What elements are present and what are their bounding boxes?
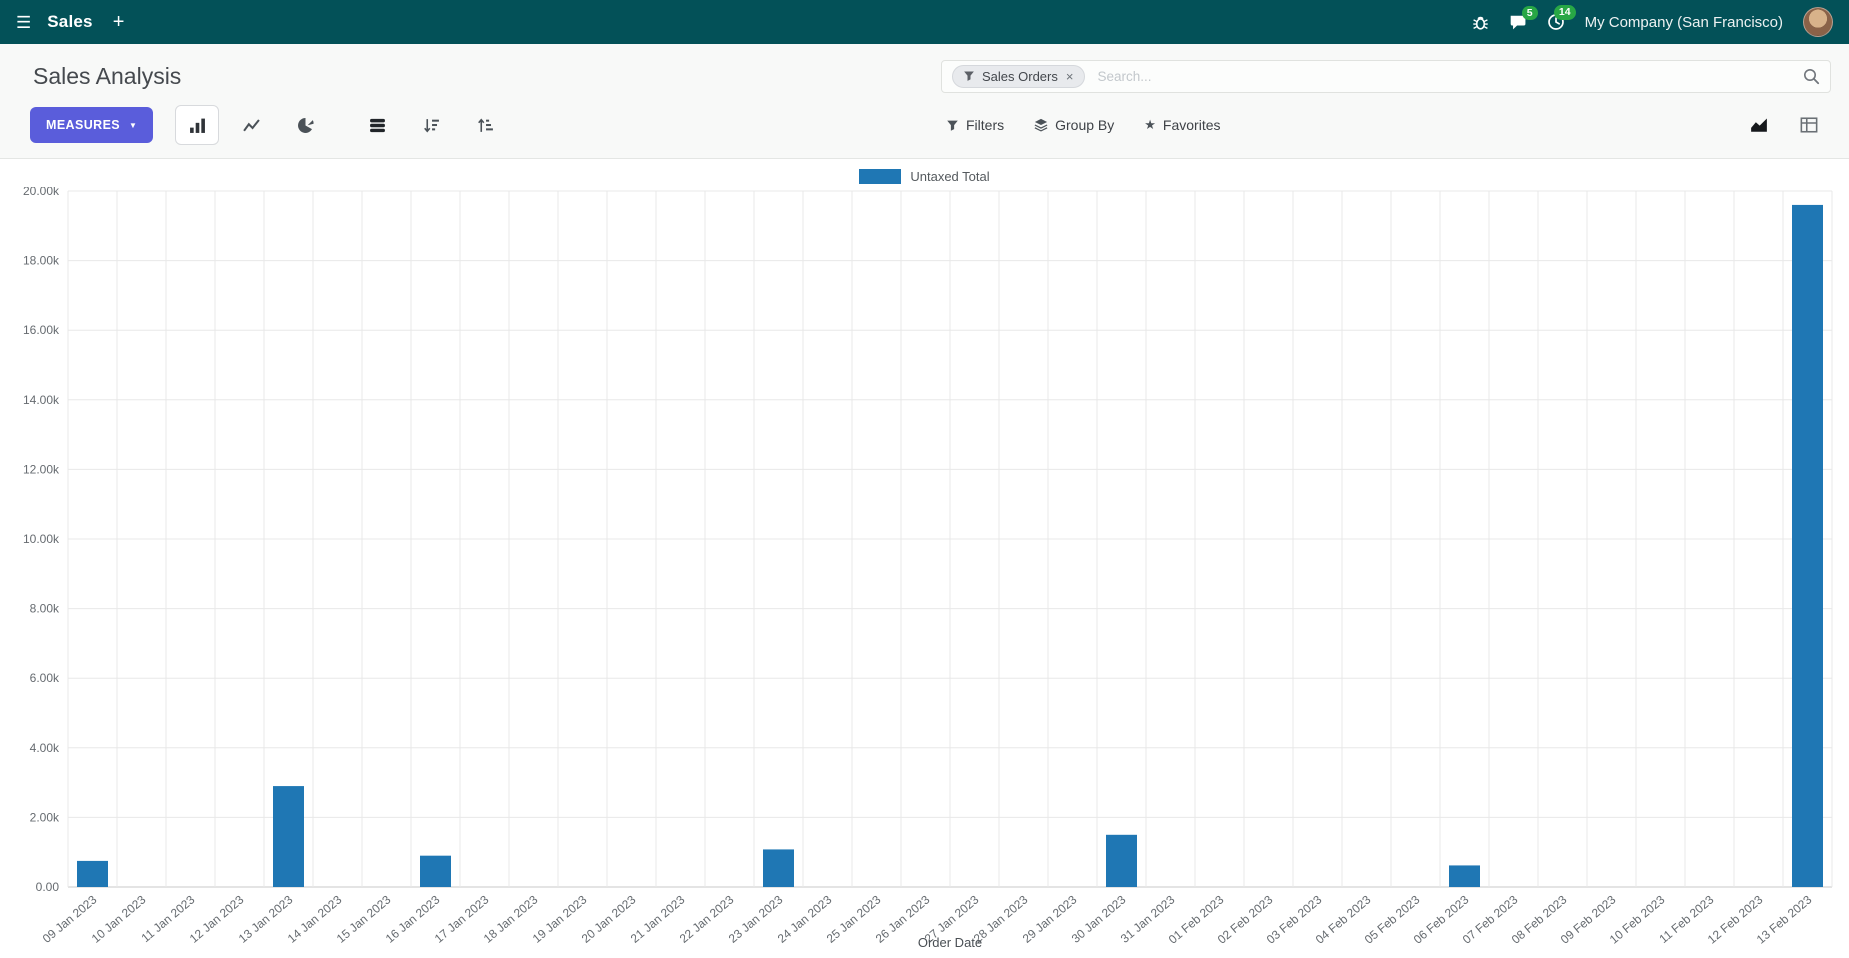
y-tick-label: 10.00k	[23, 532, 60, 546]
page-title: Sales Analysis	[33, 62, 182, 89]
pivot-view-icon	[1800, 117, 1818, 133]
y-tick-label: 14.00k	[23, 393, 60, 407]
pie-chart-icon	[297, 117, 314, 133]
debug-bug-icon[interactable]	[1472, 14, 1489, 31]
sort-ascending-icon	[477, 118, 493, 132]
search-input[interactable]	[1095, 67, 1793, 85]
graph-view-icon	[1751, 118, 1767, 132]
search-bar[interactable]: Sales Orders ×	[941, 59, 1831, 93]
messages-badge: 5	[1521, 5, 1538, 21]
y-tick-label: 6.00k	[30, 671, 60, 685]
apps-menu-icon[interactable]: ☰	[16, 12, 32, 32]
pivot-view-button[interactable]	[1787, 105, 1831, 145]
legend-label: Untaxed Total	[910, 168, 990, 184]
legend-item[interactable]: Untaxed Total	[0, 159, 1849, 187]
chart-bar[interactable]	[763, 849, 794, 887]
sort-ascending-button[interactable]	[463, 105, 507, 145]
chart-bar[interactable]	[1792, 204, 1823, 888]
favorites-button[interactable]: ★ Favorites	[1144, 117, 1221, 133]
facet-filter-icon	[964, 71, 974, 81]
bar-chart-icon	[189, 118, 205, 133]
measures-button[interactable]: MEASURES ▼	[30, 107, 154, 143]
group-by-layers-icon	[1034, 118, 1048, 132]
app-name[interactable]: Sales	[47, 12, 93, 31]
graph-view-button[interactable]	[1737, 105, 1781, 145]
y-tick-label: 12.00k	[23, 462, 60, 476]
chart-bar[interactable]	[420, 855, 451, 887]
y-tick-label: 18.00k	[23, 254, 60, 268]
top-navbar: ☰ Sales + 5 14 My Company (San Francisco…	[0, 0, 1849, 44]
stacked-icon	[369, 118, 385, 132]
x-tick-label: 10 Jan 2023	[89, 892, 149, 945]
sort-descending-button[interactable]	[409, 105, 453, 145]
activities-badge: 14	[1553, 5, 1576, 20]
messages-icon[interactable]: 5	[1509, 5, 1538, 31]
facet-label: Sales Orders	[982, 68, 1058, 84]
new-tab-plus-icon[interactable]: +	[112, 10, 125, 33]
chart-area: Untaxed Total 0.00 2.00k 4.00k 6.00k 8.00k 10…	[0, 159, 1849, 958]
chart-bar[interactable]	[77, 860, 108, 887]
chart-bar[interactable]	[1449, 865, 1480, 887]
star-icon: ★	[1144, 117, 1156, 132]
line-chart-icon	[243, 118, 260, 131]
control-panel: Sales Analysis Sales Orders × MEASURES ▼	[0, 44, 1849, 159]
search-icon[interactable]	[1803, 68, 1820, 85]
activities-clock-icon[interactable]: 14	[1547, 5, 1576, 31]
sort-descending-icon	[423, 118, 439, 132]
y-tick-label: 8.00k	[30, 602, 60, 616]
stacked-toggle-button[interactable]	[355, 105, 399, 145]
chart-bar[interactable]	[273, 786, 304, 887]
user-avatar[interactable]	[1803, 7, 1833, 37]
pie-chart-button[interactable]	[283, 105, 327, 145]
sales-bar-chart: 0.00 2.00k 4.00k 6.00k 8.00k 10.00k 12.00k 14.0…	[23, 184, 1833, 950]
caret-down-icon: ▼	[129, 120, 138, 130]
facet-remove-icon[interactable]: ×	[1065, 68, 1074, 84]
line-chart-button[interactable]	[229, 105, 273, 145]
x-axis-title: Order Date	[918, 935, 982, 950]
bar-chart-button[interactable]	[175, 105, 220, 145]
y-tick-label: 2.00k	[30, 810, 60, 824]
search-facet[interactable]: Sales Orders ×	[952, 64, 1086, 88]
legend-swatch	[859, 168, 902, 184]
filters-funnel-icon	[947, 120, 958, 131]
chart-bar[interactable]	[1106, 834, 1137, 887]
filters-button[interactable]: Filters	[946, 117, 1004, 133]
y-tick-label: 16.00k	[23, 323, 60, 337]
company-menu[interactable]: My Company (San Francisco)	[1584, 13, 1783, 31]
y-tick-label: 0.00	[36, 880, 60, 894]
y-tick-label: 20.00k	[23, 187, 60, 198]
group-by-button[interactable]: Group By	[1034, 117, 1114, 133]
y-tick-label: 4.00k	[30, 741, 60, 755]
